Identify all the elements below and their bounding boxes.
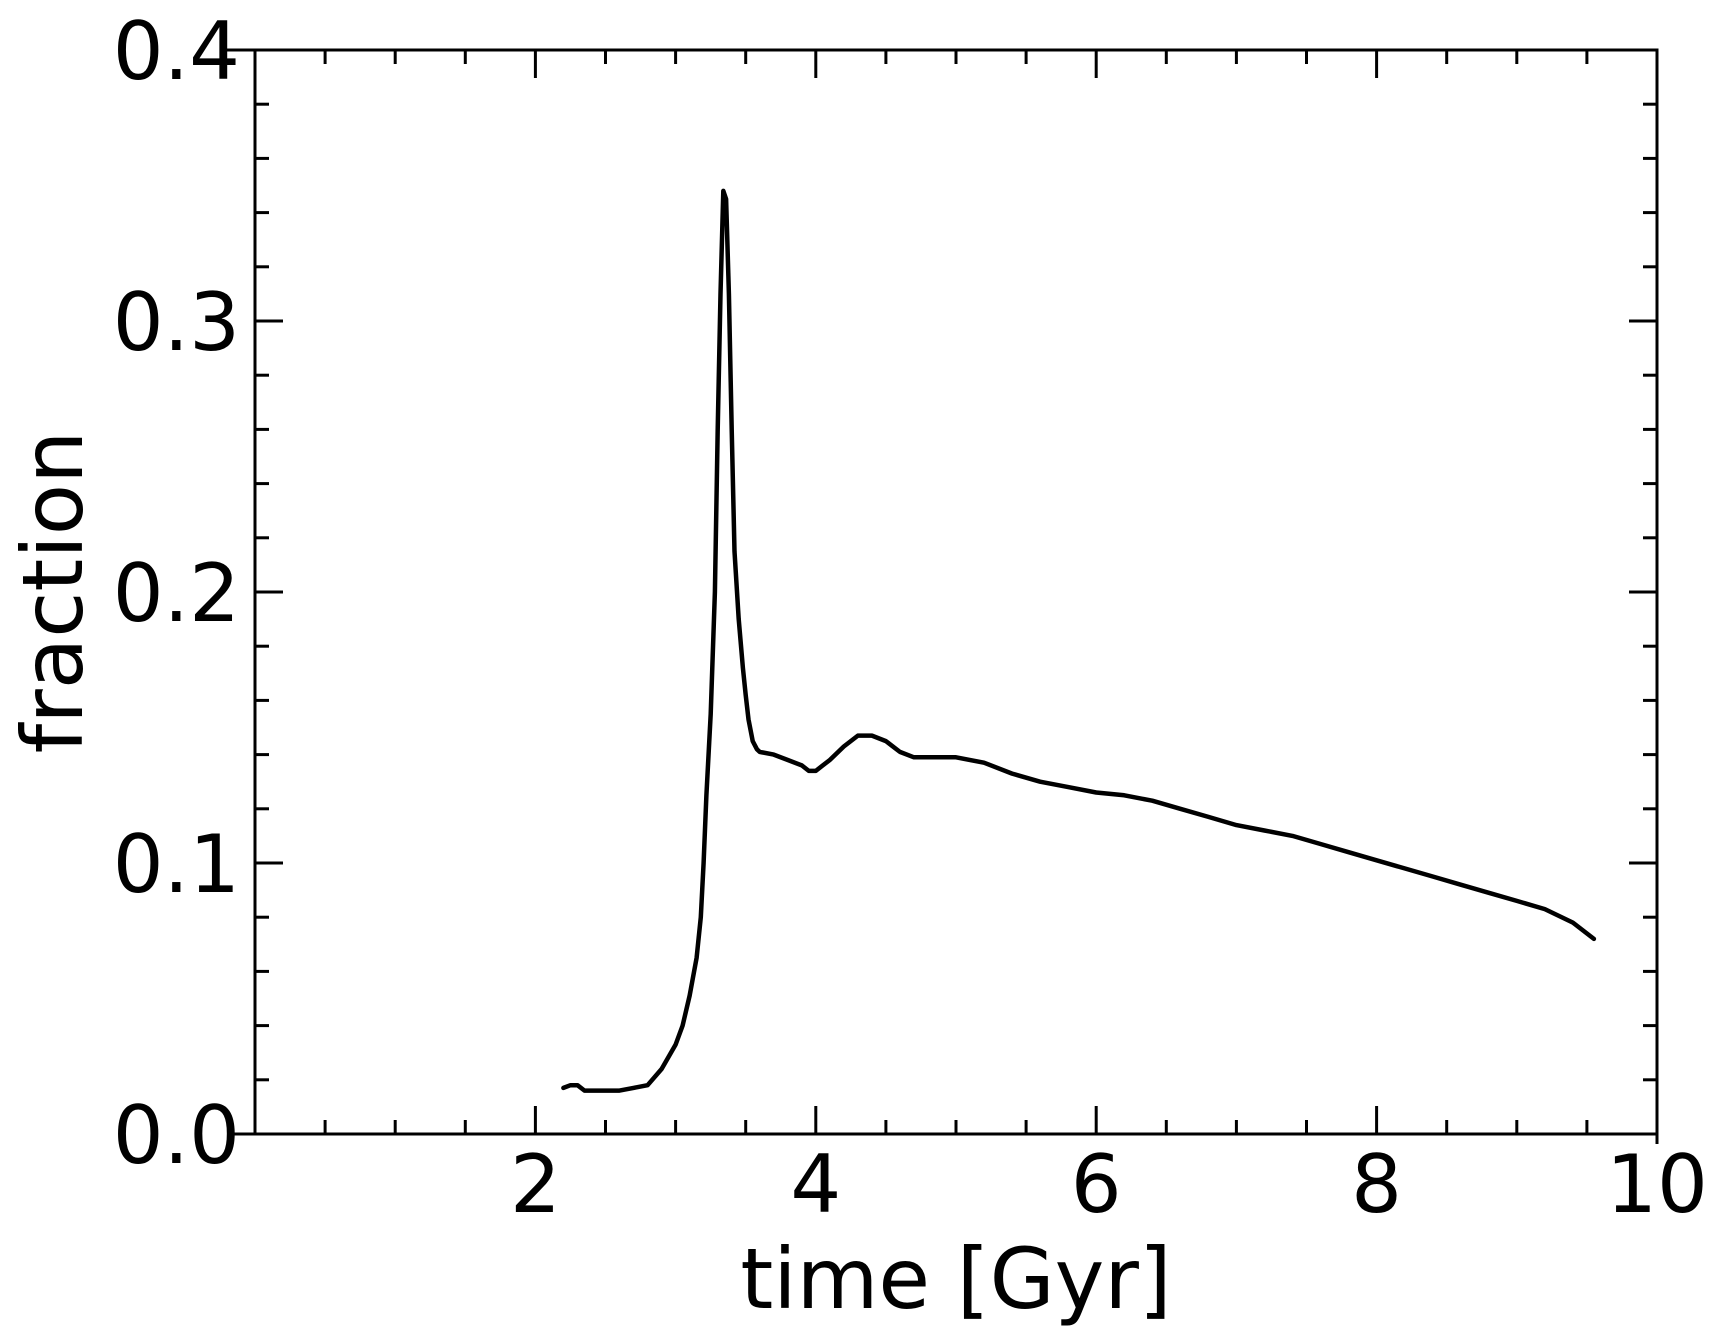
plot-frame bbox=[253, 48, 1659, 1136]
y-tick-label: 0.4 bbox=[113, 5, 240, 98]
series-line bbox=[561, 188, 1597, 1093]
y-tick-label: 0.0 bbox=[113, 1089, 240, 1182]
y-tick-labels: 0.0 0.1 0.2 0.3 0.4 bbox=[113, 5, 240, 1182]
x-tick-label: 10 bbox=[1606, 1138, 1708, 1231]
x-axis-label: time [Gyr] bbox=[740, 1230, 1171, 1328]
y-axis-label: fraction bbox=[4, 431, 102, 754]
x-tick-label: 6 bbox=[1071, 1138, 1122, 1231]
y-tick-label: 0.2 bbox=[113, 547, 240, 640]
y-tick-label: 0.3 bbox=[113, 276, 240, 369]
x-tick-label: 8 bbox=[1351, 1138, 1402, 1231]
x-tick-label: 4 bbox=[790, 1138, 841, 1231]
y-tick-label: 0.1 bbox=[113, 818, 240, 911]
axis-ticks bbox=[227, 48, 1659, 1144]
x-tick-label: 2 bbox=[510, 1138, 561, 1231]
x-tick-labels: 2 4 6 8 10 bbox=[510, 1138, 1708, 1231]
